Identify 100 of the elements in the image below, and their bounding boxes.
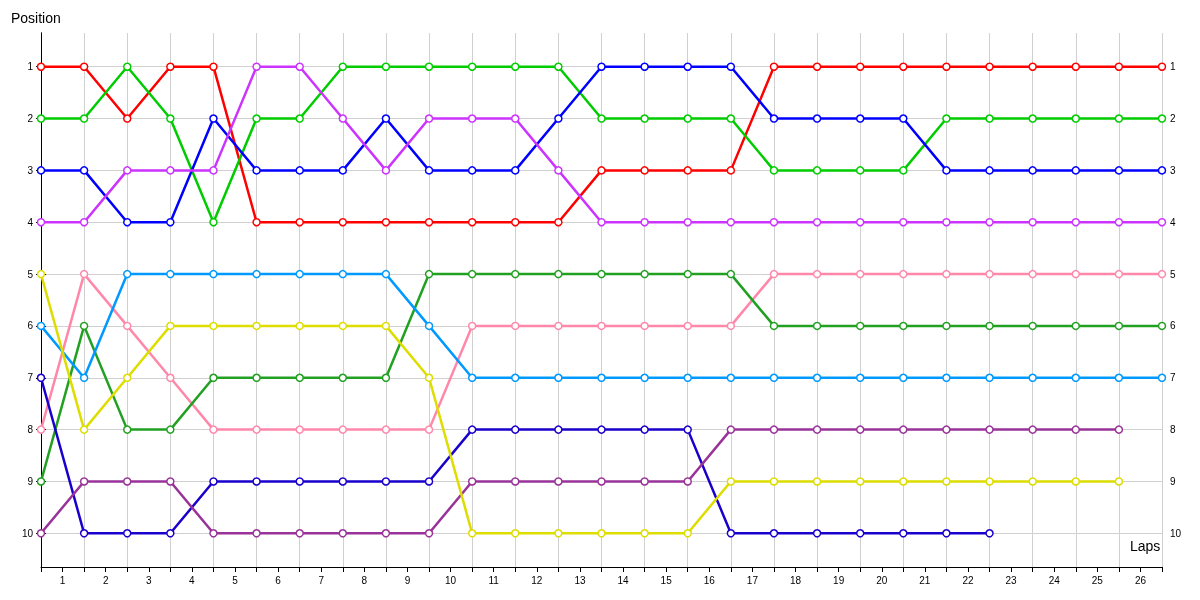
point bbox=[597, 62, 606, 71]
x-tick-label: 13 bbox=[574, 574, 586, 586]
point bbox=[338, 217, 348, 227]
point bbox=[942, 321, 951, 331]
point bbox=[942, 269, 951, 279]
point bbox=[942, 529, 951, 538]
point bbox=[1028, 217, 1037, 227]
point bbox=[899, 529, 908, 538]
x-tick-label: 11 bbox=[488, 574, 500, 586]
point bbox=[1157, 217, 1167, 227]
point bbox=[252, 114, 261, 123]
point bbox=[683, 269, 692, 279]
y2-tick-label: 3 bbox=[1170, 164, 1176, 176]
x-tick-label: 20 bbox=[876, 574, 888, 586]
y-axis-title: Position bbox=[11, 10, 61, 26]
point bbox=[1071, 114, 1081, 123]
point bbox=[769, 373, 779, 383]
point bbox=[1114, 269, 1124, 279]
point bbox=[855, 114, 865, 123]
point bbox=[554, 425, 563, 434]
point bbox=[166, 425, 175, 434]
point bbox=[122, 166, 132, 175]
point bbox=[1114, 321, 1124, 331]
point bbox=[381, 321, 391, 331]
point bbox=[122, 269, 132, 279]
point bbox=[899, 477, 908, 486]
point bbox=[36, 321, 46, 331]
point bbox=[1114, 477, 1124, 486]
point bbox=[899, 217, 908, 227]
y2-tick-label: 5 bbox=[1170, 268, 1176, 280]
x-tick-label: 8 bbox=[361, 574, 368, 586]
point bbox=[769, 269, 779, 279]
point bbox=[942, 425, 951, 434]
point bbox=[381, 373, 391, 383]
point bbox=[812, 529, 822, 538]
point bbox=[1157, 166, 1167, 175]
point bbox=[424, 269, 434, 279]
point bbox=[1071, 217, 1081, 227]
point bbox=[1157, 269, 1167, 279]
point bbox=[1028, 269, 1037, 279]
point bbox=[554, 373, 563, 383]
point bbox=[36, 166, 46, 175]
point bbox=[79, 321, 89, 331]
point bbox=[511, 425, 520, 434]
point bbox=[511, 477, 520, 486]
x-tick-label: 24 bbox=[1048, 574, 1061, 586]
point bbox=[338, 321, 348, 331]
point bbox=[381, 114, 391, 123]
point bbox=[1028, 425, 1037, 434]
point bbox=[812, 425, 822, 434]
point bbox=[899, 321, 908, 331]
point bbox=[726, 529, 736, 538]
point bbox=[899, 114, 908, 123]
x-axis-title: Laps bbox=[1130, 538, 1161, 554]
point bbox=[1114, 425, 1124, 434]
point bbox=[726, 114, 736, 123]
point bbox=[166, 114, 175, 123]
point bbox=[424, 425, 434, 434]
point bbox=[295, 529, 304, 538]
point bbox=[855, 166, 865, 175]
y-tick-label: 10 bbox=[21, 527, 34, 539]
point bbox=[467, 114, 477, 123]
point bbox=[122, 425, 132, 434]
point bbox=[899, 62, 908, 71]
point bbox=[166, 269, 175, 279]
point bbox=[855, 321, 865, 331]
point bbox=[942, 477, 951, 486]
point bbox=[467, 217, 477, 227]
point bbox=[640, 114, 649, 123]
point bbox=[252, 529, 261, 538]
point bbox=[1028, 321, 1037, 331]
point bbox=[942, 166, 951, 175]
point bbox=[726, 62, 736, 71]
x-tick-label: 5 bbox=[232, 574, 239, 586]
point bbox=[381, 269, 391, 279]
point bbox=[597, 166, 606, 175]
x-tick-label: 25 bbox=[1091, 574, 1104, 586]
point bbox=[597, 373, 606, 383]
point bbox=[338, 62, 348, 71]
point bbox=[36, 269, 46, 279]
point bbox=[769, 477, 779, 486]
point bbox=[36, 62, 46, 71]
point bbox=[424, 62, 434, 71]
point bbox=[1114, 62, 1124, 71]
point bbox=[295, 114, 304, 123]
y-tick-label: 2 bbox=[27, 113, 34, 125]
point bbox=[726, 477, 736, 486]
point bbox=[985, 269, 994, 279]
point bbox=[381, 425, 391, 434]
point bbox=[511, 529, 520, 538]
x-tick-label: 7 bbox=[318, 574, 325, 586]
point bbox=[855, 425, 865, 434]
point bbox=[209, 529, 218, 538]
point bbox=[338, 529, 348, 538]
point bbox=[985, 217, 994, 227]
point bbox=[295, 477, 304, 486]
point bbox=[79, 477, 89, 486]
point bbox=[769, 62, 779, 71]
point bbox=[467, 269, 477, 279]
point bbox=[985, 166, 994, 175]
